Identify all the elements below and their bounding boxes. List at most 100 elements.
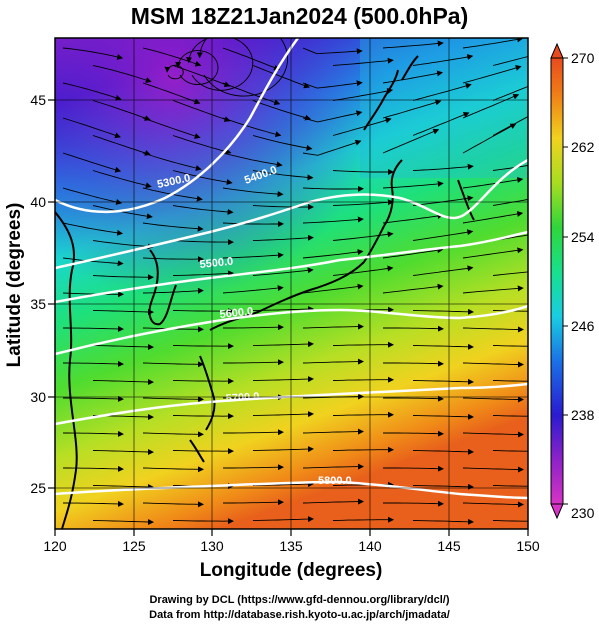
streamline	[412, 518, 474, 525]
colorbar-min-arrow	[550, 503, 564, 520]
contour-5800	[55, 480, 528, 500]
colorbar-tick-230: 230	[571, 505, 595, 521]
streamline	[492, 450, 528, 452]
streamline	[302, 358, 364, 365]
streamline	[172, 135, 232, 155]
streamline	[222, 221, 284, 227]
streamline	[223, 464, 284, 471]
y-tick-labels: 25 30 35 40 45	[30, 92, 46, 496]
streamline	[222, 252, 284, 259]
contour-label-5700: 5700.0	[225, 391, 259, 405]
streamline	[332, 231, 394, 241]
streamline	[383, 465, 444, 472]
contour-label-5600: 5600.0	[219, 306, 254, 321]
streamline	[382, 99, 442, 119]
streamline	[382, 213, 444, 224]
streamline	[302, 139, 362, 156]
streamline	[462, 326, 524, 333]
streamline	[383, 360, 444, 367]
streamline	[252, 446, 314, 453]
chart-title: MSM 18Z21Jan2024 (500.0hPa)	[130, 3, 469, 29]
contour-label-5800: 5800.0	[318, 475, 352, 487]
streamline	[63, 395, 124, 402]
streamline	[222, 187, 284, 197]
streamline	[383, 325, 444, 332]
streamline	[492, 485, 528, 487]
streamline	[412, 83, 472, 101]
contour-5700	[55, 382, 528, 426]
streamline	[92, 519, 154, 525]
streamline	[412, 229, 474, 241]
streamline-vortex	[186, 38, 254, 91]
streamline	[302, 185, 364, 192]
streamline	[223, 324, 284, 331]
streamline	[412, 483, 474, 490]
streamline	[92, 65, 152, 83]
streamline	[62, 187, 123, 205]
streamline	[332, 446, 394, 453]
colorbar-max-arrow	[550, 42, 564, 59]
streamline	[92, 484, 154, 490]
streamline-vortex	[164, 64, 184, 80]
streamline	[252, 516, 314, 523]
contour-5400	[55, 158, 528, 270]
streamline	[302, 80, 363, 89]
y-tick-45: 45	[30, 92, 46, 108]
streamline	[92, 449, 154, 455]
streamline	[252, 234, 314, 241]
streamline	[302, 463, 364, 470]
streamline	[223, 359, 284, 366]
colorbar-tick-254: 254	[571, 229, 595, 245]
streamline	[222, 117, 282, 138]
x-tick-125: 125	[122, 538, 146, 554]
streamline	[492, 415, 528, 417]
streamline	[332, 88, 394, 101]
streamline	[462, 210, 524, 224]
streamline-vortex	[196, 38, 289, 97]
streamline	[302, 428, 364, 435]
streamline	[252, 135, 313, 151]
colorbar-tick-246: 246	[571, 318, 595, 334]
streamline	[172, 518, 234, 525]
streamline	[462, 65, 522, 84]
streamline	[172, 205, 234, 215]
streamline	[382, 128, 440, 154]
streamline	[462, 396, 524, 403]
streamline	[412, 265, 474, 276]
streamline	[462, 93, 520, 119]
x-tick-145: 145	[437, 538, 461, 554]
streamline	[252, 341, 314, 348]
streamline	[382, 247, 444, 259]
y-tick-30: 30	[30, 389, 46, 405]
streamline	[302, 323, 364, 330]
x-tick-130: 130	[200, 538, 224, 554]
streamline	[172, 413, 234, 420]
streamline	[383, 500, 444, 507]
streamline	[383, 395, 444, 402]
streamline	[332, 57, 394, 66]
y-tick-25: 25	[30, 480, 46, 496]
streamline	[462, 361, 524, 368]
streamline	[492, 310, 528, 312]
streamline	[92, 274, 154, 281]
axis-ticks	[48, 99, 529, 536]
grid-lines	[55, 38, 528, 529]
streamline	[172, 100, 231, 122]
streamline	[222, 82, 281, 106]
contour-5300	[55, 38, 300, 214]
streamline	[62, 117, 121, 139]
streamline	[412, 112, 470, 136]
streamline	[142, 152, 202, 171]
streamline	[92, 100, 151, 121]
streamline	[332, 169, 394, 175]
x-tick-120: 120	[43, 538, 67, 554]
streamline	[172, 170, 233, 185]
streamline	[492, 345, 528, 347]
x-tick-150: 150	[516, 538, 540, 554]
height-contours	[55, 38, 528, 500]
streamline	[412, 308, 474, 315]
streamline	[382, 283, 444, 294]
streamline	[492, 380, 528, 382]
streamline	[382, 180, 444, 189]
